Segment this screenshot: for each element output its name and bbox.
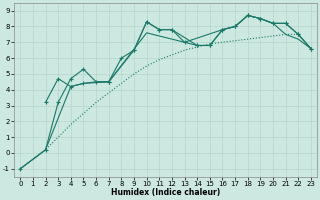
- X-axis label: Humidex (Indice chaleur): Humidex (Indice chaleur): [111, 188, 220, 197]
